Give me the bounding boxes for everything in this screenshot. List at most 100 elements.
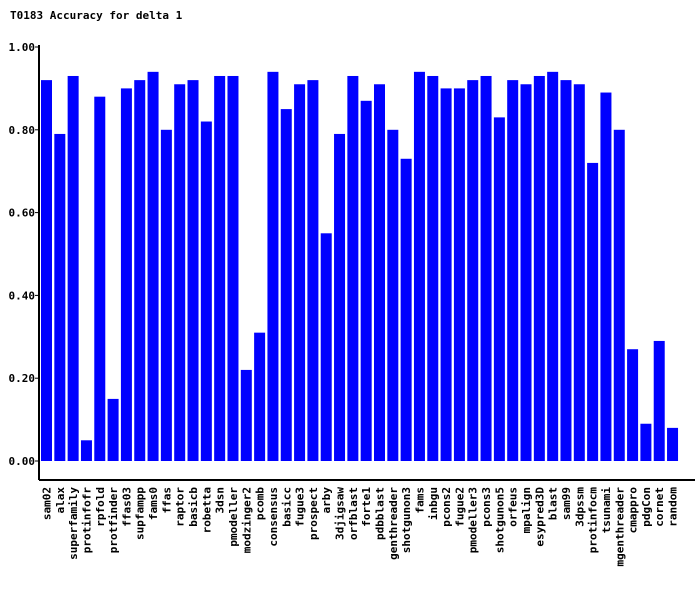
bar	[560, 80, 572, 462]
bar	[334, 133, 346, 461]
x-tick-label: pmodeller3	[467, 487, 480, 553]
bar	[507, 80, 519, 462]
bars	[41, 71, 679, 462]
y-tick-label: 0.60	[9, 207, 36, 220]
bar	[600, 92, 612, 461]
x-tick-label: random	[667, 487, 680, 527]
bar	[387, 129, 399, 462]
bar	[280, 109, 292, 461]
bar	[413, 71, 425, 461]
bar	[134, 80, 146, 462]
bar	[627, 349, 639, 461]
x-tick-label: prospect	[307, 487, 320, 540]
x-tick-label: sam99	[560, 487, 573, 520]
x-tick-label: orfblast	[347, 487, 360, 540]
bar	[360, 100, 372, 461]
bar	[467, 80, 479, 462]
x-tick-label: blast	[547, 487, 560, 520]
x-tick-label: protinfofr	[80, 487, 93, 554]
x-tick-label: raptor	[174, 487, 187, 527]
x-tick-label: pdgCon	[640, 487, 653, 527]
x-tick-label: basicc	[280, 487, 293, 527]
bar	[227, 75, 239, 461]
axes	[35, 45, 695, 481]
x-tick-labels: sam02 alax superfamily protinfofr rpfold prot…	[41, 487, 680, 567]
x-tick-label: shotgunon5	[493, 487, 506, 553]
bar	[200, 121, 212, 462]
x-tick-label: basicb	[187, 487, 200, 527]
x-tick-label: orfeus	[507, 487, 520, 527]
x-tick-label: pdbblast	[374, 487, 387, 540]
x-tick-label: fugue3	[294, 487, 307, 527]
x-tick-label: fugue2	[453, 487, 466, 527]
x-tick-label: protinfocm	[587, 487, 600, 554]
x-tick-label: cornet	[653, 487, 666, 527]
bar	[254, 332, 266, 461]
bar	[107, 398, 119, 461]
x-tick-label: ffas	[160, 487, 173, 514]
bar	[493, 117, 505, 461]
bar	[480, 75, 492, 461]
x-tick-label: fams	[413, 487, 426, 514]
bar	[120, 88, 132, 462]
bar	[400, 158, 412, 461]
x-tick-label: sam02	[41, 487, 54, 520]
y-tick-label: 0.40	[9, 289, 36, 302]
bar	[347, 75, 359, 461]
bar	[520, 84, 532, 461]
bar	[240, 369, 252, 461]
bar	[160, 129, 172, 462]
bar	[613, 129, 625, 462]
x-tick-label: inbgu	[427, 487, 440, 520]
y-tick-labels: 0.00 0.20 0.40 0.60 0.80 1.00	[9, 41, 36, 468]
bar	[640, 423, 652, 461]
x-tick-label: mgenthreader	[613, 487, 626, 567]
x-tick-label: 3dsn	[214, 487, 227, 514]
x-tick-label: pcons2	[440, 487, 453, 527]
x-tick-label: consensus	[267, 487, 280, 547]
bar	[440, 88, 452, 462]
bar	[453, 88, 465, 462]
bar	[214, 75, 226, 461]
x-tick-label: forte1	[360, 487, 373, 527]
bar	[54, 133, 66, 461]
x-tick-label: pmodeller	[227, 487, 240, 547]
bar	[374, 84, 385, 461]
bar	[267, 71, 279, 461]
chart-title: T0183 Accuracy for delta 1	[10, 9, 183, 22]
x-tick-label: alax	[54, 487, 67, 514]
bar	[587, 162, 599, 462]
bar	[533, 75, 545, 461]
bar	[653, 340, 665, 461]
y-tick-label: 0.80	[9, 124, 36, 137]
bar	[427, 75, 439, 461]
y-tick-label: 0.20	[9, 372, 36, 385]
bar	[147, 71, 159, 461]
bar	[41, 80, 52, 462]
x-tick-label: 3dpssm	[573, 487, 586, 527]
bar	[80, 440, 92, 461]
x-tick-label: shotgunon3	[400, 487, 413, 553]
bar	[320, 233, 332, 461]
x-tick-label: modzinger2	[240, 487, 253, 553]
bar	[307, 80, 319, 462]
x-tick-label: esypred3D	[533, 487, 546, 547]
y-tick-label: 0.00	[9, 455, 36, 468]
x-tick-label: pcomb	[254, 487, 267, 520]
bar	[667, 427, 679, 461]
x-tick-label: rpfold	[94, 487, 107, 527]
bar	[547, 71, 559, 461]
x-tick-label: ffas03	[120, 487, 133, 527]
bar	[94, 96, 106, 462]
x-tick-label: pcons3	[480, 487, 493, 527]
x-tick-label: fams0	[147, 487, 160, 520]
x-tick-label: genthreader	[387, 487, 400, 560]
x-tick-label: protfinder	[107, 487, 120, 554]
bar	[187, 80, 199, 462]
x-tick-label: 3djigsaw	[334, 487, 347, 540]
x-tick-label: mpalign	[520, 487, 533, 533]
x-tick-label: arby	[320, 487, 333, 514]
x-tick-label: tsunami	[600, 487, 613, 534]
x-tick-label: robetta	[200, 487, 213, 533]
